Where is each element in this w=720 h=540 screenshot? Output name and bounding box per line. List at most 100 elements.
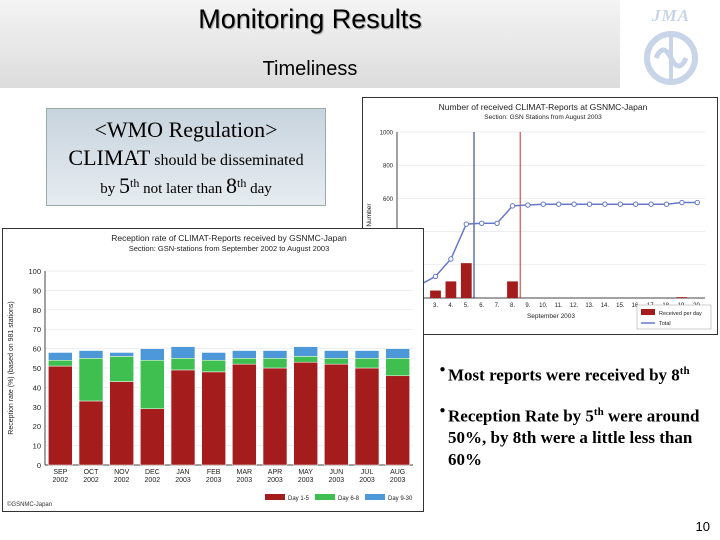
bar-segment xyxy=(140,359,165,409)
y-tick-label: 60 xyxy=(33,345,41,354)
climat-word: CLIMAT xyxy=(68,145,151,170)
legend-swatch xyxy=(315,494,335,500)
total-point xyxy=(494,220,500,227)
total-point xyxy=(525,202,531,208)
regulation-line-3: by 5th not later than 8th day xyxy=(47,173,325,199)
y-tick-label: 30 xyxy=(33,403,41,412)
reception-rate-chart: Reception rate of CLIMAT-Reports receive… xyxy=(2,228,424,512)
total-point xyxy=(448,256,454,262)
bar-segment xyxy=(324,350,349,359)
total-point xyxy=(540,201,547,207)
bar-received xyxy=(445,281,457,298)
finding-text: Reception Rate by 5 xyxy=(448,406,594,426)
x-tick-label: JAN xyxy=(176,469,189,476)
total-point xyxy=(663,201,670,207)
bar-segment xyxy=(140,348,165,361)
x-tick-label: 2003 xyxy=(359,477,375,484)
bar-segment xyxy=(48,352,73,361)
bar-segment xyxy=(78,350,104,359)
regulation-box: <WMO Regulation> CLIMAT should be dissem… xyxy=(46,108,326,206)
x-tick-label: 12. xyxy=(570,303,579,309)
received-reports-chart-svg: Number of received CLIMAT-Reports at GSN… xyxy=(366,102,712,332)
x-tick-label: 5. xyxy=(464,303,469,309)
x-tick-label: NOV xyxy=(114,469,130,476)
bar-segment xyxy=(232,358,257,365)
total-point xyxy=(694,199,700,206)
regulation-end: day xyxy=(246,181,272,197)
y-tick-label: 600 xyxy=(383,197,394,203)
x-tick-label: 2003 xyxy=(329,477,345,484)
jma-logo: JMA xyxy=(628,6,714,88)
legend-label: Day 1-5 xyxy=(288,496,310,502)
chart-credit: ©GSNMC-Japan xyxy=(7,501,52,508)
regulation-sup-1: th xyxy=(130,176,140,190)
x-tick-label: 4. xyxy=(448,303,453,309)
bullet-dot: ・ xyxy=(434,361,451,380)
total-point xyxy=(479,220,485,227)
x-tick-label: 13. xyxy=(585,303,594,309)
x-tick-label: 2003 xyxy=(267,477,283,484)
bar-segment xyxy=(354,358,380,369)
x-tick-label: 2002 xyxy=(53,477,69,484)
x-tick-label: FEB xyxy=(207,469,221,476)
chart-title: Number of received CLIMAT-Reports at GSN… xyxy=(439,102,648,112)
total-point xyxy=(509,203,516,209)
findings-list: ・ Most reports were received by 8th ・ Rece… xyxy=(430,360,710,485)
regulation-sup-2: th xyxy=(236,176,247,190)
chart-title: Reception rate of CLIMAT-Reports receive… xyxy=(111,233,347,243)
bar-received xyxy=(676,297,688,298)
y-axis-label: Reception rate (%) (based on 981 station… xyxy=(8,301,15,434)
x-tick-label: 2003 xyxy=(237,477,253,484)
regulation-mid: not later than xyxy=(139,181,226,197)
bar-segment xyxy=(293,361,318,466)
x-tick-label: 2002 xyxy=(114,477,130,484)
y-tick-label: 40 xyxy=(33,383,41,392)
x-tick-label: SEP xyxy=(53,469,67,476)
x-tick-label: 8. xyxy=(510,303,515,309)
regulation-day-8: 8 xyxy=(225,173,237,198)
regulation-day-5: 5 xyxy=(119,173,130,198)
bar-received xyxy=(460,263,472,298)
legend-swatch xyxy=(641,309,655,315)
bar-segment xyxy=(201,371,226,466)
bar-segment xyxy=(262,367,288,466)
bar-segment xyxy=(109,352,134,357)
reception-rate-chart-svg: Reception rate of CLIMAT-Reports receive… xyxy=(7,233,413,508)
slide-subtitle: Timeliness xyxy=(262,58,358,80)
total-point xyxy=(633,201,639,207)
bar-segment xyxy=(293,346,318,357)
regulation-line-2: CLIMAT should be disseminated xyxy=(47,145,325,171)
bar-segment xyxy=(262,350,288,359)
total-line xyxy=(404,201,698,286)
bar-received xyxy=(507,281,518,298)
finding-item: ・ Reception Rate by 5th were around 50%, … xyxy=(430,401,710,472)
bar-segment xyxy=(48,359,73,367)
x-tick-label: 6. xyxy=(479,303,484,309)
bar-segment xyxy=(262,358,288,369)
x-tick-label: MAR xyxy=(237,469,253,476)
y-tick-label: 800 xyxy=(383,164,394,170)
y-tick-label: 90 xyxy=(33,286,41,295)
bar-segment xyxy=(385,375,410,466)
legend-label: Day 9-30 xyxy=(388,496,413,502)
bar-segment xyxy=(232,350,257,359)
legend-label: Total xyxy=(659,321,671,327)
jma-emblem-icon xyxy=(644,31,698,85)
x-tick-label: AUG xyxy=(390,469,405,476)
x-tick-label: 15. xyxy=(616,303,625,309)
page-number: 10 xyxy=(695,519,710,534)
total-point xyxy=(586,201,593,207)
bar-segment xyxy=(201,359,226,373)
total-point xyxy=(648,201,654,207)
y-tick-label: 100 xyxy=(28,267,41,276)
total-point xyxy=(463,221,470,227)
x-tick-label: 2003 xyxy=(298,477,314,484)
bar-segment xyxy=(324,358,349,365)
x-tick-label: 10. xyxy=(539,303,548,309)
finding-text-post: were around 50%, by 8th were a little le… xyxy=(448,406,700,470)
x-tick-label: 2003 xyxy=(390,477,406,484)
x-tick-label: 16. xyxy=(632,303,641,309)
x-tick-label: MAY xyxy=(298,469,313,476)
bar-segment xyxy=(170,358,196,371)
y-axis-label: Number xyxy=(366,203,373,227)
